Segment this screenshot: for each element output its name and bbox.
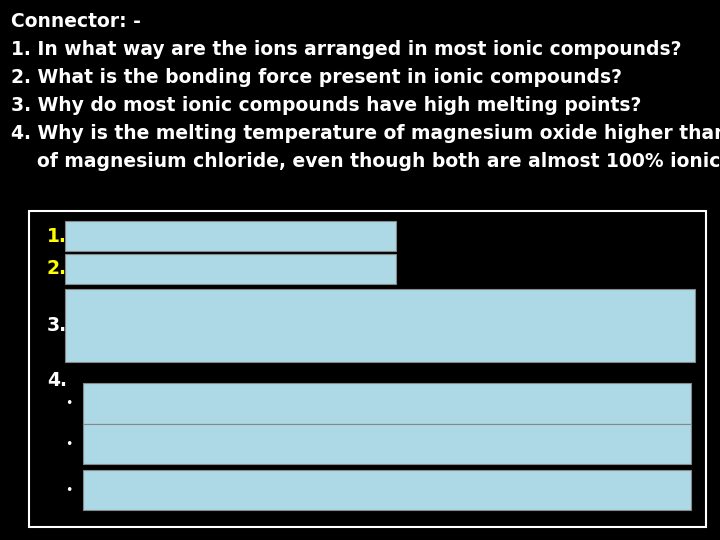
Text: 3.: 3. <box>47 316 67 335</box>
FancyBboxPatch shape <box>65 289 695 362</box>
Text: 1.: 1. <box>47 227 67 246</box>
FancyBboxPatch shape <box>83 383 691 424</box>
FancyBboxPatch shape <box>83 470 691 510</box>
Text: 4. Why is the melting temperature of magnesium oxide higher than that: 4. Why is the melting temperature of mag… <box>11 124 720 143</box>
Text: •: • <box>65 483 72 497</box>
FancyBboxPatch shape <box>83 424 691 464</box>
FancyBboxPatch shape <box>65 254 396 284</box>
Text: •: • <box>65 397 72 410</box>
Text: 2. What is the bonding force present in ionic compounds?: 2. What is the bonding force present in … <box>11 68 622 87</box>
Text: •: • <box>65 437 72 451</box>
FancyBboxPatch shape <box>65 221 396 251</box>
Text: 1. In what way are the ions arranged in most ionic compounds?: 1. In what way are the ions arranged in … <box>11 40 681 59</box>
FancyBboxPatch shape <box>29 211 706 526</box>
Text: 3. Why do most ionic compounds have high melting points?: 3. Why do most ionic compounds have high… <box>11 96 642 115</box>
Text: Connector: -: Connector: - <box>11 12 140 31</box>
Text: of magnesium chloride, even though both are almost 100% ionic?: of magnesium chloride, even though both … <box>11 152 720 171</box>
Text: 4.: 4. <box>47 371 67 390</box>
Text: 2.: 2. <box>47 259 67 278</box>
